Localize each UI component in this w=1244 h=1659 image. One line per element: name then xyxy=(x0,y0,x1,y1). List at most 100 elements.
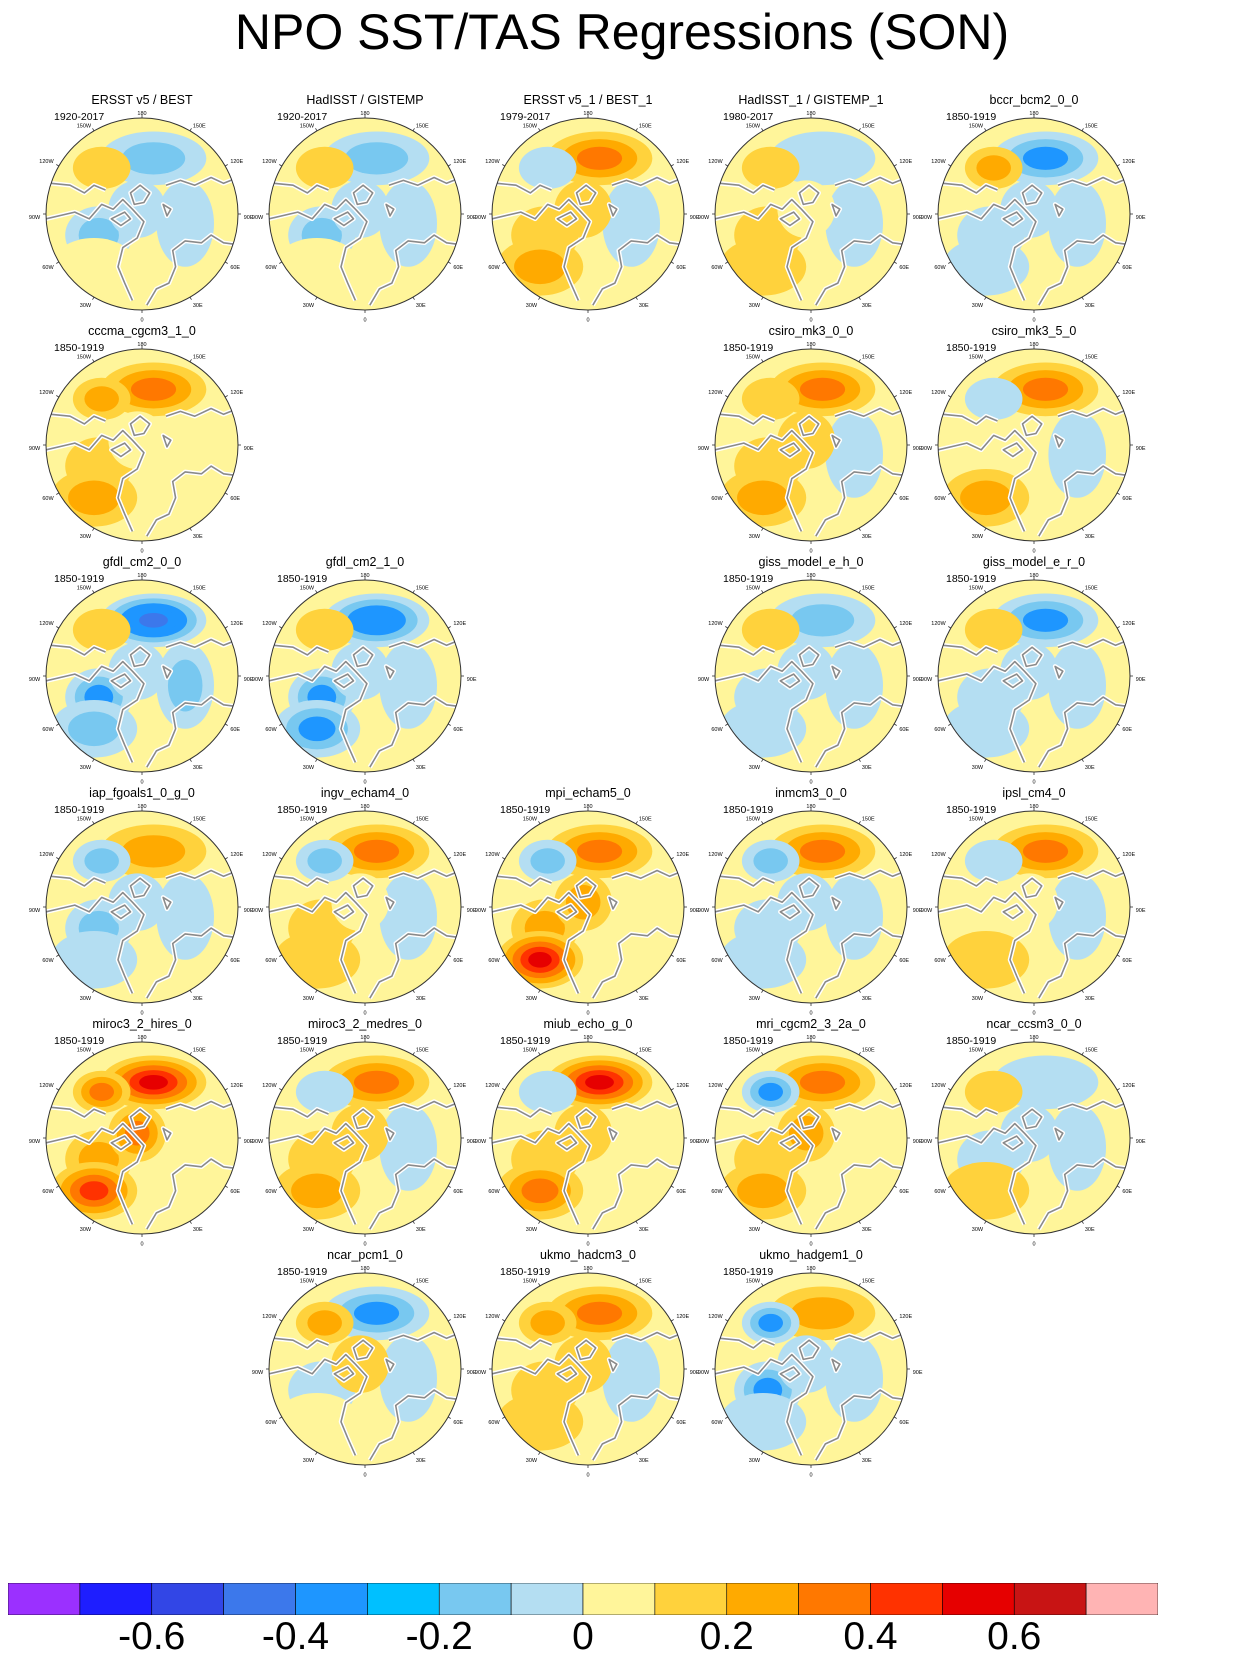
colorbar-box xyxy=(798,1583,871,1615)
coastline xyxy=(715,1122,814,1225)
polar-map: 180 150W 150E 120W 120E 90W 90E 60W 60E 30W 30E 0 xyxy=(29,1035,254,1247)
colorbar-box xyxy=(726,1583,799,1615)
coastline xyxy=(556,211,578,227)
longitude-tick xyxy=(315,128,318,132)
longitude-label: 90W xyxy=(921,215,933,221)
longitude-label: 90W xyxy=(921,1139,933,1145)
anomaly-contour xyxy=(964,377,1023,421)
coastline xyxy=(831,203,841,217)
anomaly-contour xyxy=(167,659,203,712)
longitude-label: 30W xyxy=(749,1458,761,1464)
coastline xyxy=(715,660,814,763)
anomaly-contour xyxy=(585,1074,614,1090)
longitude-label: 60E xyxy=(899,265,909,271)
longitude-label: 30E xyxy=(1085,1227,1095,1233)
longitude-label: 150W xyxy=(77,586,92,592)
longitude-label: 120W xyxy=(485,1314,500,1320)
longitude-label: 120E xyxy=(676,1083,689,1089)
longitude-label: 90E xyxy=(467,677,477,683)
anomaly-contour xyxy=(960,480,1012,516)
longitude-label: 60E xyxy=(453,265,463,271)
longitude-label: 90E xyxy=(690,1370,700,1376)
longitude-label: 120W xyxy=(708,1314,723,1320)
longitude-label: 60E xyxy=(676,1420,686,1426)
longitude-label: 60E xyxy=(899,496,909,502)
longitude-tick xyxy=(984,758,987,762)
longitude-label: 90W xyxy=(698,677,710,683)
longitude-label: 60W xyxy=(42,496,54,502)
longitude-label: 60E xyxy=(899,727,909,733)
longitude-tick xyxy=(948,857,952,860)
panel-title: giss_model_e_h_0 xyxy=(758,555,864,569)
coastline xyxy=(938,891,1037,994)
longitude-tick xyxy=(56,857,60,860)
coastline xyxy=(831,1127,841,1141)
anomaly-contour xyxy=(291,1173,343,1209)
longitude-label: 60W xyxy=(265,1189,277,1195)
anomaly-contour xyxy=(379,1335,437,1422)
anomaly-contour xyxy=(130,377,177,401)
longitude-label: 30E xyxy=(193,303,203,309)
longitude-label: 150W xyxy=(746,355,761,361)
panel-period: 1850-1919 xyxy=(54,342,105,354)
anomaly-contour xyxy=(156,411,214,498)
coastline xyxy=(1054,1127,1064,1141)
longitude-tick xyxy=(858,128,861,132)
longitude-tick xyxy=(948,492,952,495)
colorbar-tick-label: 0.6 xyxy=(987,1615,1042,1658)
longitude-label: 150W xyxy=(746,1279,761,1285)
longitude-label: 0 xyxy=(809,549,812,555)
panel-period: 1850-1919 xyxy=(54,804,105,816)
anomaly-contour xyxy=(602,1104,660,1191)
map-panel: ERSST v5 / BEST 1920-2017 180 150W 150E 120W 1… xyxy=(27,93,257,338)
panel-period: 1850-1919 xyxy=(723,1035,774,1047)
longitude-tick xyxy=(1081,527,1084,531)
anomaly-contour xyxy=(156,180,214,267)
longitude-tick xyxy=(1081,1052,1084,1056)
longitude-label: 60E xyxy=(230,265,240,271)
panel-period: 1850-1919 xyxy=(500,804,551,816)
longitude-tick xyxy=(1081,359,1084,363)
coastline xyxy=(834,407,907,417)
longitude-tick xyxy=(502,1416,506,1419)
longitude-label: 120W xyxy=(39,159,54,165)
coastline xyxy=(50,875,106,887)
longitude-tick xyxy=(1081,128,1084,132)
longitude-tick xyxy=(858,590,861,594)
panel-title: inmcm3_0_0 xyxy=(775,786,847,800)
longitude-label: 90W xyxy=(698,908,710,914)
longitude-label: 150E xyxy=(193,817,206,823)
coastline xyxy=(1002,673,1024,689)
coastline xyxy=(608,896,618,910)
longitude-tick xyxy=(1116,164,1120,167)
longitude-label: 180 xyxy=(360,1035,369,1041)
panel-title: csiro_mk3_5_0 xyxy=(991,324,1077,338)
longitude-tick xyxy=(447,954,451,957)
anomaly-contour xyxy=(741,608,800,652)
longitude-label: 150E xyxy=(193,586,206,592)
longitude-label: 90W xyxy=(29,215,41,221)
longitude-tick xyxy=(1116,626,1120,629)
longitude-label: 120E xyxy=(899,1083,912,1089)
panel-period: 1850-1919 xyxy=(946,1035,997,1047)
coastline xyxy=(1002,904,1024,920)
coastline xyxy=(608,203,618,217)
longitude-tick xyxy=(224,164,228,167)
longitude-label: 150E xyxy=(416,817,429,823)
coastline xyxy=(165,869,238,879)
longitude-label: 60E xyxy=(899,1420,909,1426)
longitude-tick xyxy=(56,261,60,264)
coastline xyxy=(815,465,907,537)
longitude-tick xyxy=(893,1088,897,1091)
longitude-label: 90W xyxy=(921,908,933,914)
longitude-tick xyxy=(670,954,674,957)
anomaly-contour xyxy=(825,411,883,498)
longitude-tick xyxy=(725,857,729,860)
longitude-tick xyxy=(1116,395,1120,398)
map-panel: gfdl_cm2_1_0 1850-1919 180 150W 150E 120W 120E… xyxy=(250,555,480,800)
longitude-label: 120E xyxy=(1122,1083,1135,1089)
anomaly-contour xyxy=(344,142,409,175)
panel-title: iap_fgoals1_0_g_0 xyxy=(89,786,195,800)
panel-period: 1850-1919 xyxy=(277,1266,328,1278)
coastline xyxy=(815,927,907,999)
